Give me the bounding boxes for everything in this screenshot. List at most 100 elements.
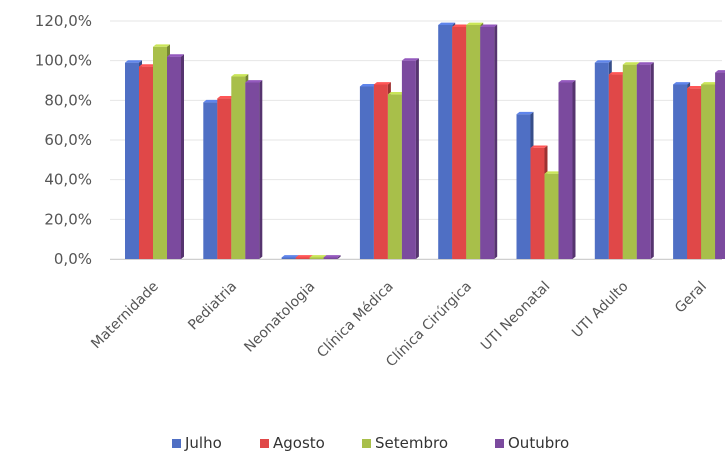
- bar-top: [673, 82, 691, 85]
- y-tick-label: 60,0%: [44, 131, 92, 149]
- bar-top: [516, 111, 534, 115]
- legend-item-agosto: Agosto: [260, 434, 325, 452]
- bar-top: [167, 54, 184, 57]
- bar-top: [125, 60, 142, 63]
- x-tick-label: Neonatologia: [241, 279, 318, 356]
- legend-label: Julho: [184, 434, 222, 452]
- bar-top: [217, 95, 235, 99]
- bar-top: [295, 255, 313, 258]
- bar-top: [387, 91, 405, 95]
- bar-front: [608, 74, 623, 259]
- bar-front: [544, 173, 559, 259]
- bar-outubro-1: [245, 80, 263, 259]
- x-tick-label: Clínica Médica: [314, 279, 397, 362]
- bar-front: [295, 257, 310, 259]
- bar-top: [715, 70, 725, 73]
- bar-front: [387, 94, 402, 259]
- bar-side: [572, 80, 576, 259]
- legend-item-outubro: Outubro: [495, 434, 569, 452]
- bar-side: [181, 54, 184, 259]
- bar-side: [494, 24, 498, 259]
- bar-front: [125, 62, 139, 260]
- bar-front: [466, 24, 481, 259]
- bar-top: [309, 255, 327, 258]
- bar-front: [687, 88, 702, 259]
- bar-top: [203, 99, 221, 103]
- y-tick-label: 40,0%: [44, 171, 92, 189]
- bar-front: [480, 26, 495, 260]
- legend-swatch: [495, 439, 504, 448]
- legend-item-setembro: Setembro: [362, 434, 448, 452]
- bar-top: [636, 62, 654, 65]
- bar-front: [715, 72, 725, 259]
- bar-outubro-7: [715, 70, 725, 259]
- bar-side: [415, 58, 419, 260]
- legend-swatch: [172, 439, 181, 448]
- bar-outubro-4: [480, 24, 498, 260]
- bar-side: [650, 62, 654, 259]
- bar-front: [438, 24, 453, 259]
- y-tick-label: 20,0%: [44, 210, 92, 228]
- legend-item-julho: Julho: [172, 434, 222, 452]
- x-axis: Maternidade Pediatria NeonatologiaClínica …: [88, 279, 710, 371]
- bar-front: [622, 64, 637, 259]
- bar-front: [636, 64, 651, 259]
- bar-front: [673, 84, 688, 259]
- bar-front: [323, 257, 338, 259]
- bar-front: [530, 147, 545, 259]
- bar-outubro-6: [636, 62, 654, 259]
- bar-front: [167, 56, 181, 260]
- y-tick-label: 100,0%: [35, 52, 92, 70]
- bar-top: [558, 80, 576, 83]
- bar-top: [245, 80, 263, 83]
- bar-top: [466, 22, 484, 25]
- bar-top: [231, 74, 249, 77]
- bar-top: [359, 84, 377, 87]
- bar-top: [594, 60, 612, 63]
- bar-top: [401, 58, 419, 61]
- bar-top: [452, 24, 470, 27]
- bar-front: [701, 84, 716, 259]
- bar-top: [622, 62, 640, 65]
- y-tick-label: 120,0%: [35, 12, 92, 30]
- bar-top: [544, 171, 562, 174]
- x-tick-label: Geral: [672, 279, 710, 317]
- bar-outubro-5: [558, 80, 576, 259]
- x-tick-label: Clínica Cirúrgica: [383, 279, 475, 371]
- legend-label: Outubro: [508, 434, 569, 452]
- legend-swatch: [362, 439, 371, 448]
- bar-top: [530, 145, 548, 148]
- bar-front: [217, 98, 232, 259]
- bar-top: [608, 72, 626, 75]
- bar-front: [309, 257, 324, 259]
- bar-front: [558, 82, 573, 259]
- bar-outubro-0: [167, 54, 184, 260]
- bar-top: [701, 82, 719, 85]
- bar-top: [281, 255, 299, 258]
- bar-side: [337, 255, 341, 259]
- bar-front: [281, 257, 296, 259]
- bar-top: [438, 22, 456, 25]
- bar-front: [594, 62, 609, 260]
- bars-layer: [125, 22, 725, 260]
- bar-top: [373, 82, 391, 85]
- y-axis: 0,0% 20,0% 40,0% 60,0% 80,0% 100,0% 120,0%: [35, 12, 92, 268]
- bar-front: [203, 102, 218, 259]
- bar-front: [245, 82, 260, 259]
- x-tick-label: UTI Neonatal: [478, 279, 553, 354]
- legend: Julho Agosto Setembro Outubro: [172, 434, 569, 452]
- bar-top: [480, 24, 498, 27]
- x-tick-label: Pediatria: [185, 279, 240, 334]
- x-tick-label: Maternidade: [88, 279, 162, 353]
- bar-top: [153, 44, 170, 47]
- bar-outubro-3: [401, 58, 419, 260]
- y-tick-label: 80,0%: [44, 91, 92, 109]
- bar-front: [231, 76, 246, 260]
- bar-front: [153, 46, 167, 260]
- bar-front: [516, 114, 531, 259]
- bar-outubro-2: [323, 255, 341, 259]
- bar-front: [452, 26, 467, 260]
- bar-front: [373, 84, 388, 259]
